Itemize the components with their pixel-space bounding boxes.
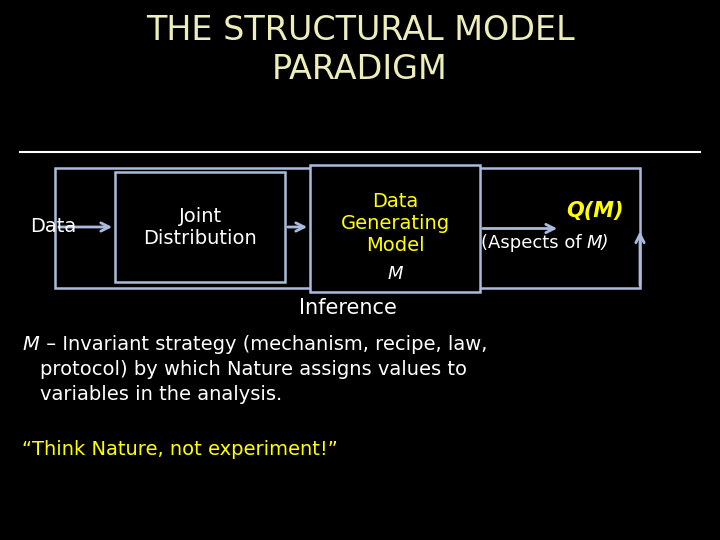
Text: “Think Nature, not experiment!”: “Think Nature, not experiment!”	[22, 440, 338, 459]
Text: – Invariant strategy (mechanism, recipe, law,
protocol) by which Nature assigns : – Invariant strategy (mechanism, recipe,…	[40, 335, 487, 404]
Text: Inference: Inference	[299, 298, 397, 318]
Bar	[115, 172, 285, 282]
Text: M: M	[387, 265, 402, 283]
Text: M): M)	[587, 234, 610, 253]
Text: Data: Data	[30, 218, 76, 237]
Bar	[55, 168, 640, 288]
Text: (Aspects of: (Aspects of	[481, 234, 587, 253]
Text: Data
Generating
Model: Data Generating Model	[341, 192, 449, 255]
Text: M: M	[22, 335, 39, 354]
Text: Q(M): Q(M)	[566, 200, 624, 220]
Text: Joint
Distribution: Joint Distribution	[143, 206, 257, 247]
Text: THE STRUCTURAL MODEL
PARADIGM: THE STRUCTURAL MODEL PARADIGM	[145, 15, 575, 86]
Bar	[310, 165, 480, 292]
